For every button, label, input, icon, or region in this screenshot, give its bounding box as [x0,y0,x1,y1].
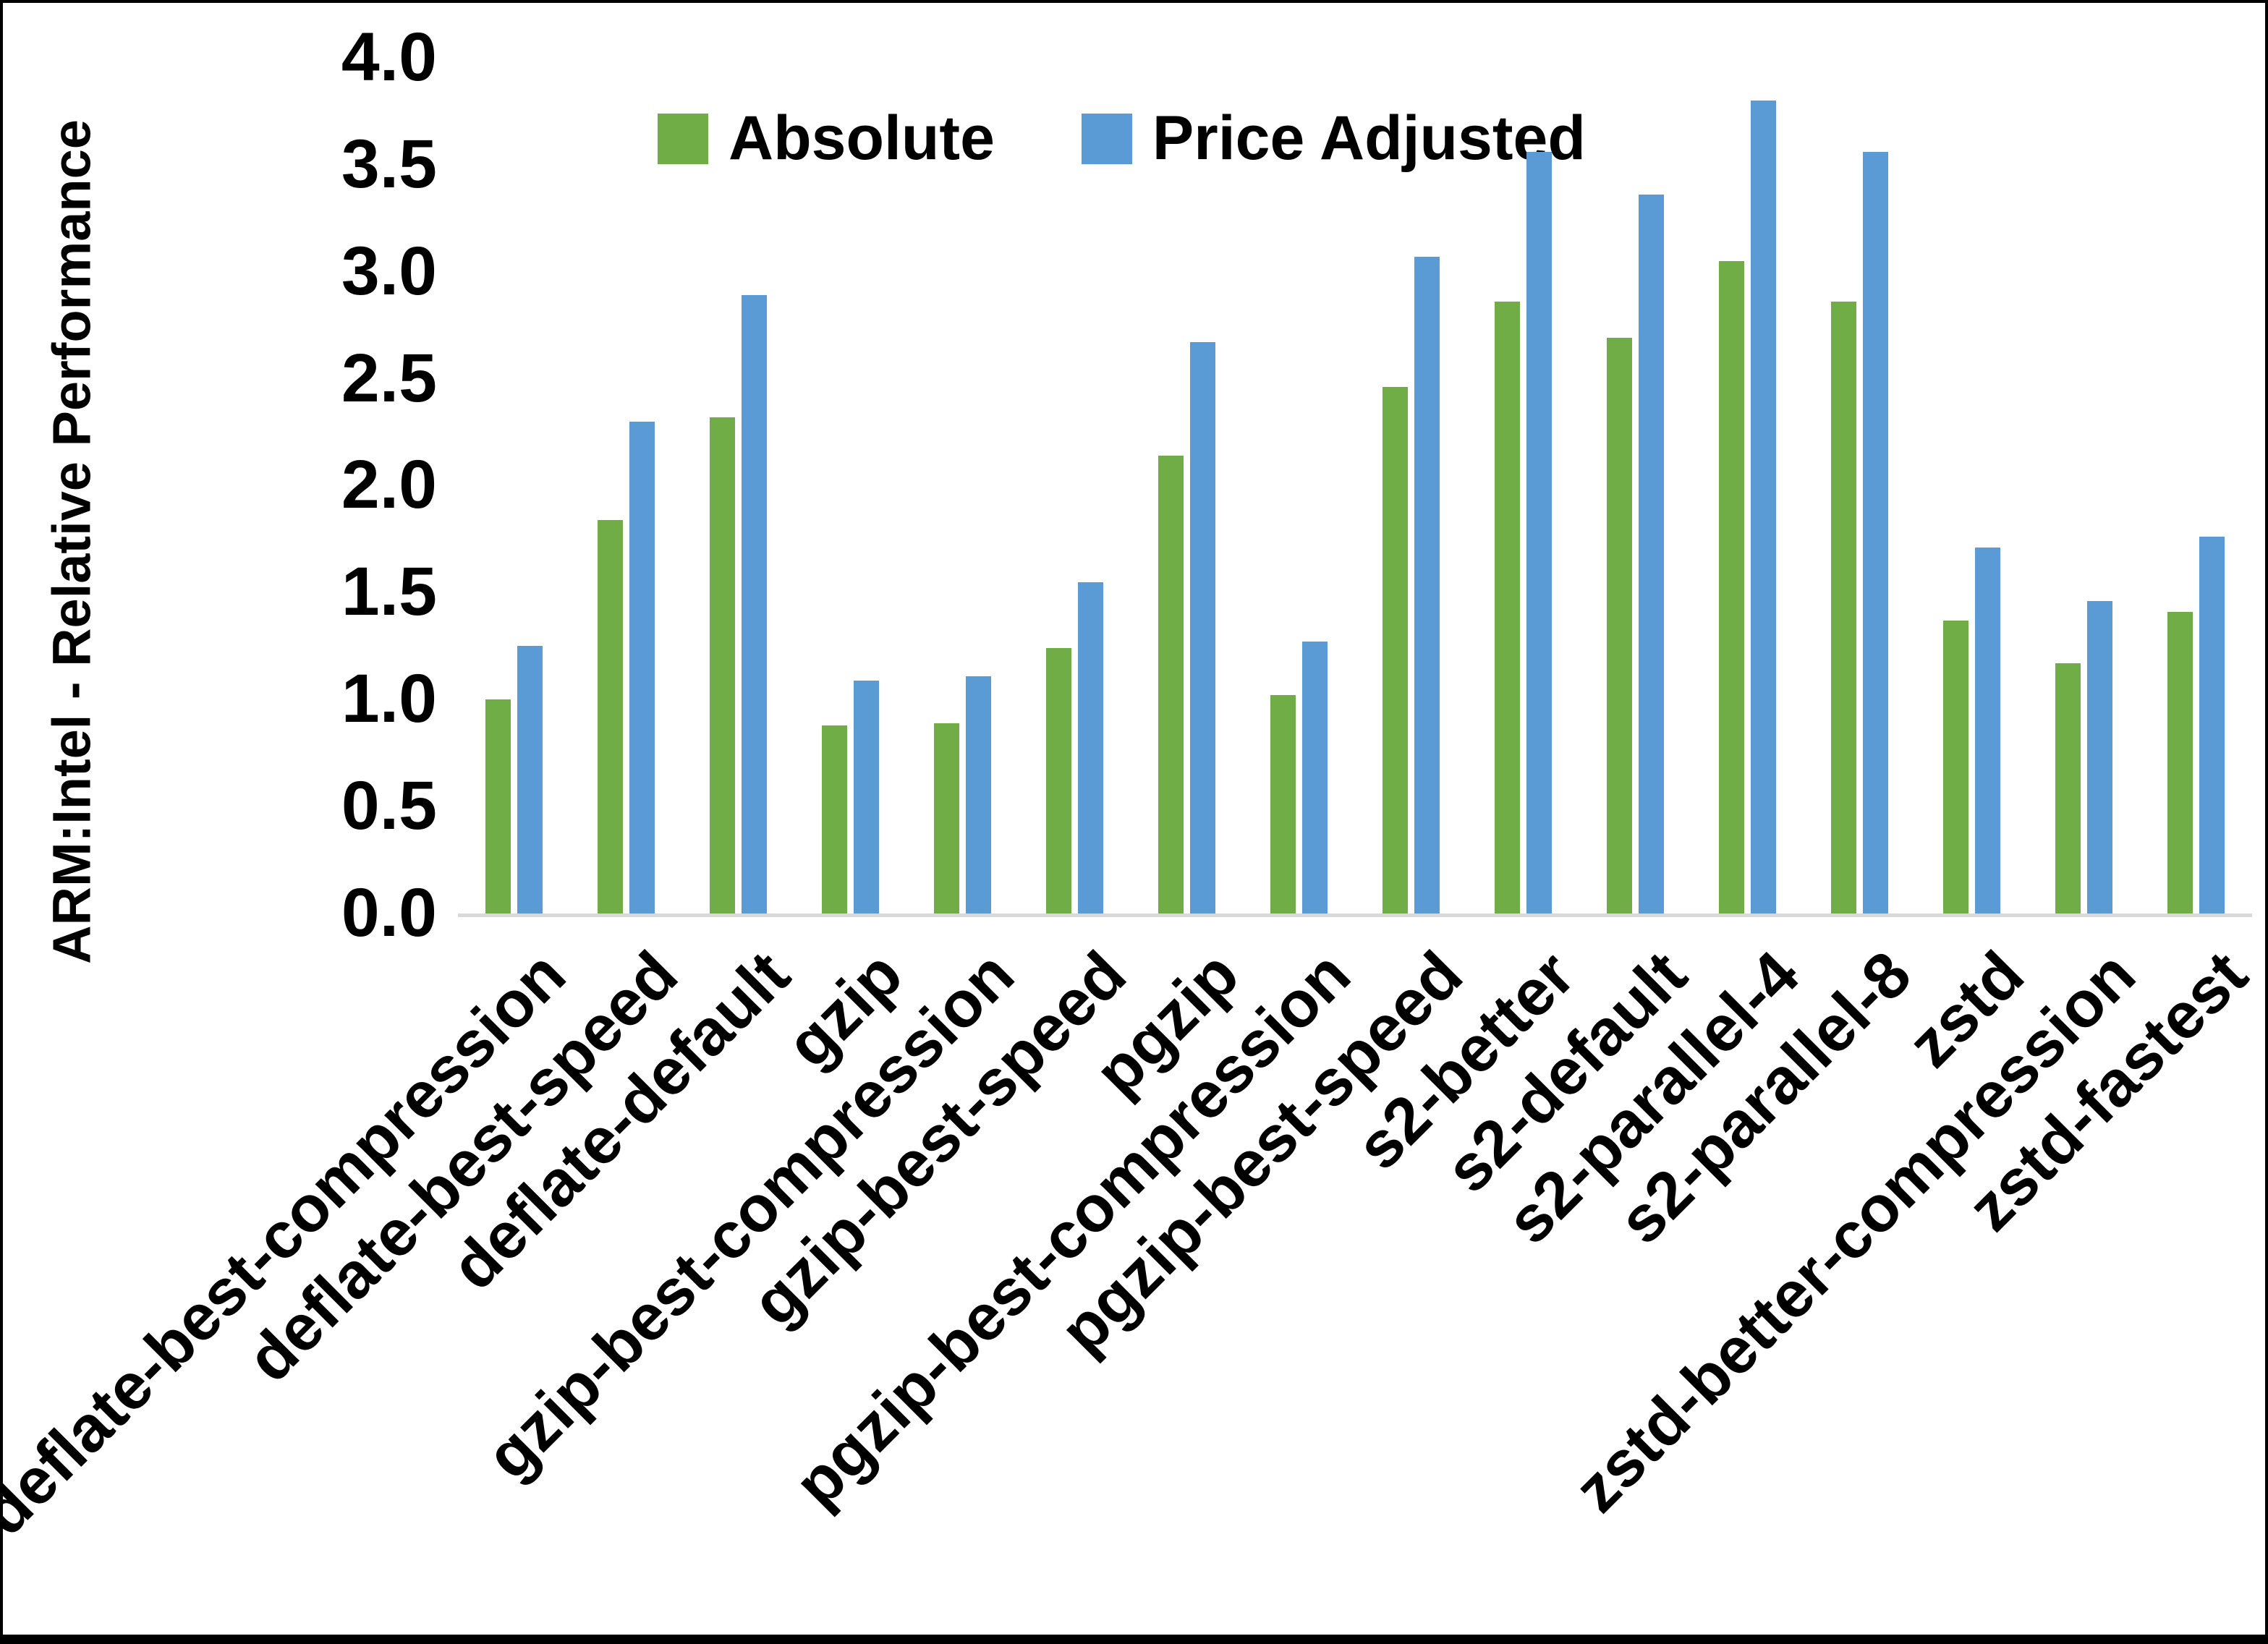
bar-price-adjusted [742,295,767,913]
y-axis-tick-label: 1.5 [341,553,437,631]
bar-price-adjusted [517,646,543,913]
legend-entry-absolute: Absolute [658,103,995,174]
bar-price-adjusted [1078,582,1103,913]
bar-price-adjusted [1863,151,1888,913]
bar-price-adjusted [1302,642,1328,913]
legend-entry-price-adjusted: Price Adjusted [1081,103,1586,174]
bar-price-adjusted [1639,195,1664,913]
y-axis-tick-label: 4.0 [341,18,437,95]
y-axis-tick-label: 3.0 [341,232,437,310]
x-axis-line [458,913,2252,917]
bar-price-adjusted [1526,151,1552,913]
y-axis-tick-label: 0.0 [341,874,437,951]
bar-absolute [1383,387,1408,913]
bar-absolute [2055,663,2081,913]
legend-label-absolute: Absolute [729,103,995,173]
bar-price-adjusted [2087,601,2112,913]
legend-swatch-absolute-icon [658,113,708,164]
bar-absolute [822,725,847,913]
bar-absolute [1831,302,1856,913]
y-axis-tick-label: 2.5 [341,339,437,417]
bar-absolute [1046,648,1071,913]
legend-label-price-adjusted: Price Adjusted [1152,103,1586,173]
bar-absolute [710,417,735,913]
bar-price-adjusted [2199,537,2225,913]
bar-price-adjusted [1190,342,1215,913]
bar-absolute [934,723,959,913]
bar-absolute [2167,611,2193,913]
bar-absolute [598,519,623,913]
bar-price-adjusted [629,421,655,913]
bar-absolute [485,699,511,913]
bar-absolute [1495,302,1520,913]
legend-swatch-price-adjusted-icon [1081,113,1132,164]
bar-price-adjusted [1414,256,1440,913]
bar-price-adjusted [854,680,879,913]
bar-absolute [1607,338,1632,913]
y-axis-tick-label: 2.0 [341,446,437,524]
bar-price-adjusted [1975,548,2000,913]
bar-absolute [1719,260,1744,913]
bar-price-adjusted [1751,100,1776,913]
legend: Absolute Price Adjusted [658,103,1586,174]
bar-absolute [1158,455,1184,913]
plot-area: 0.0 0.5 1.0 1.5 2.0 2.5 3.0 3.5 4.0 deflate-best-… [3,3,2265,1635]
bar-price-adjusted [966,676,991,913]
bar-absolute [1270,695,1296,913]
y-axis-tick-label: 0.5 [341,767,437,845]
y-axis-tick-label: 3.5 [341,125,437,203]
y-axis-tick-label: 1.0 [341,660,437,738]
bar-absolute [1943,620,1968,913]
